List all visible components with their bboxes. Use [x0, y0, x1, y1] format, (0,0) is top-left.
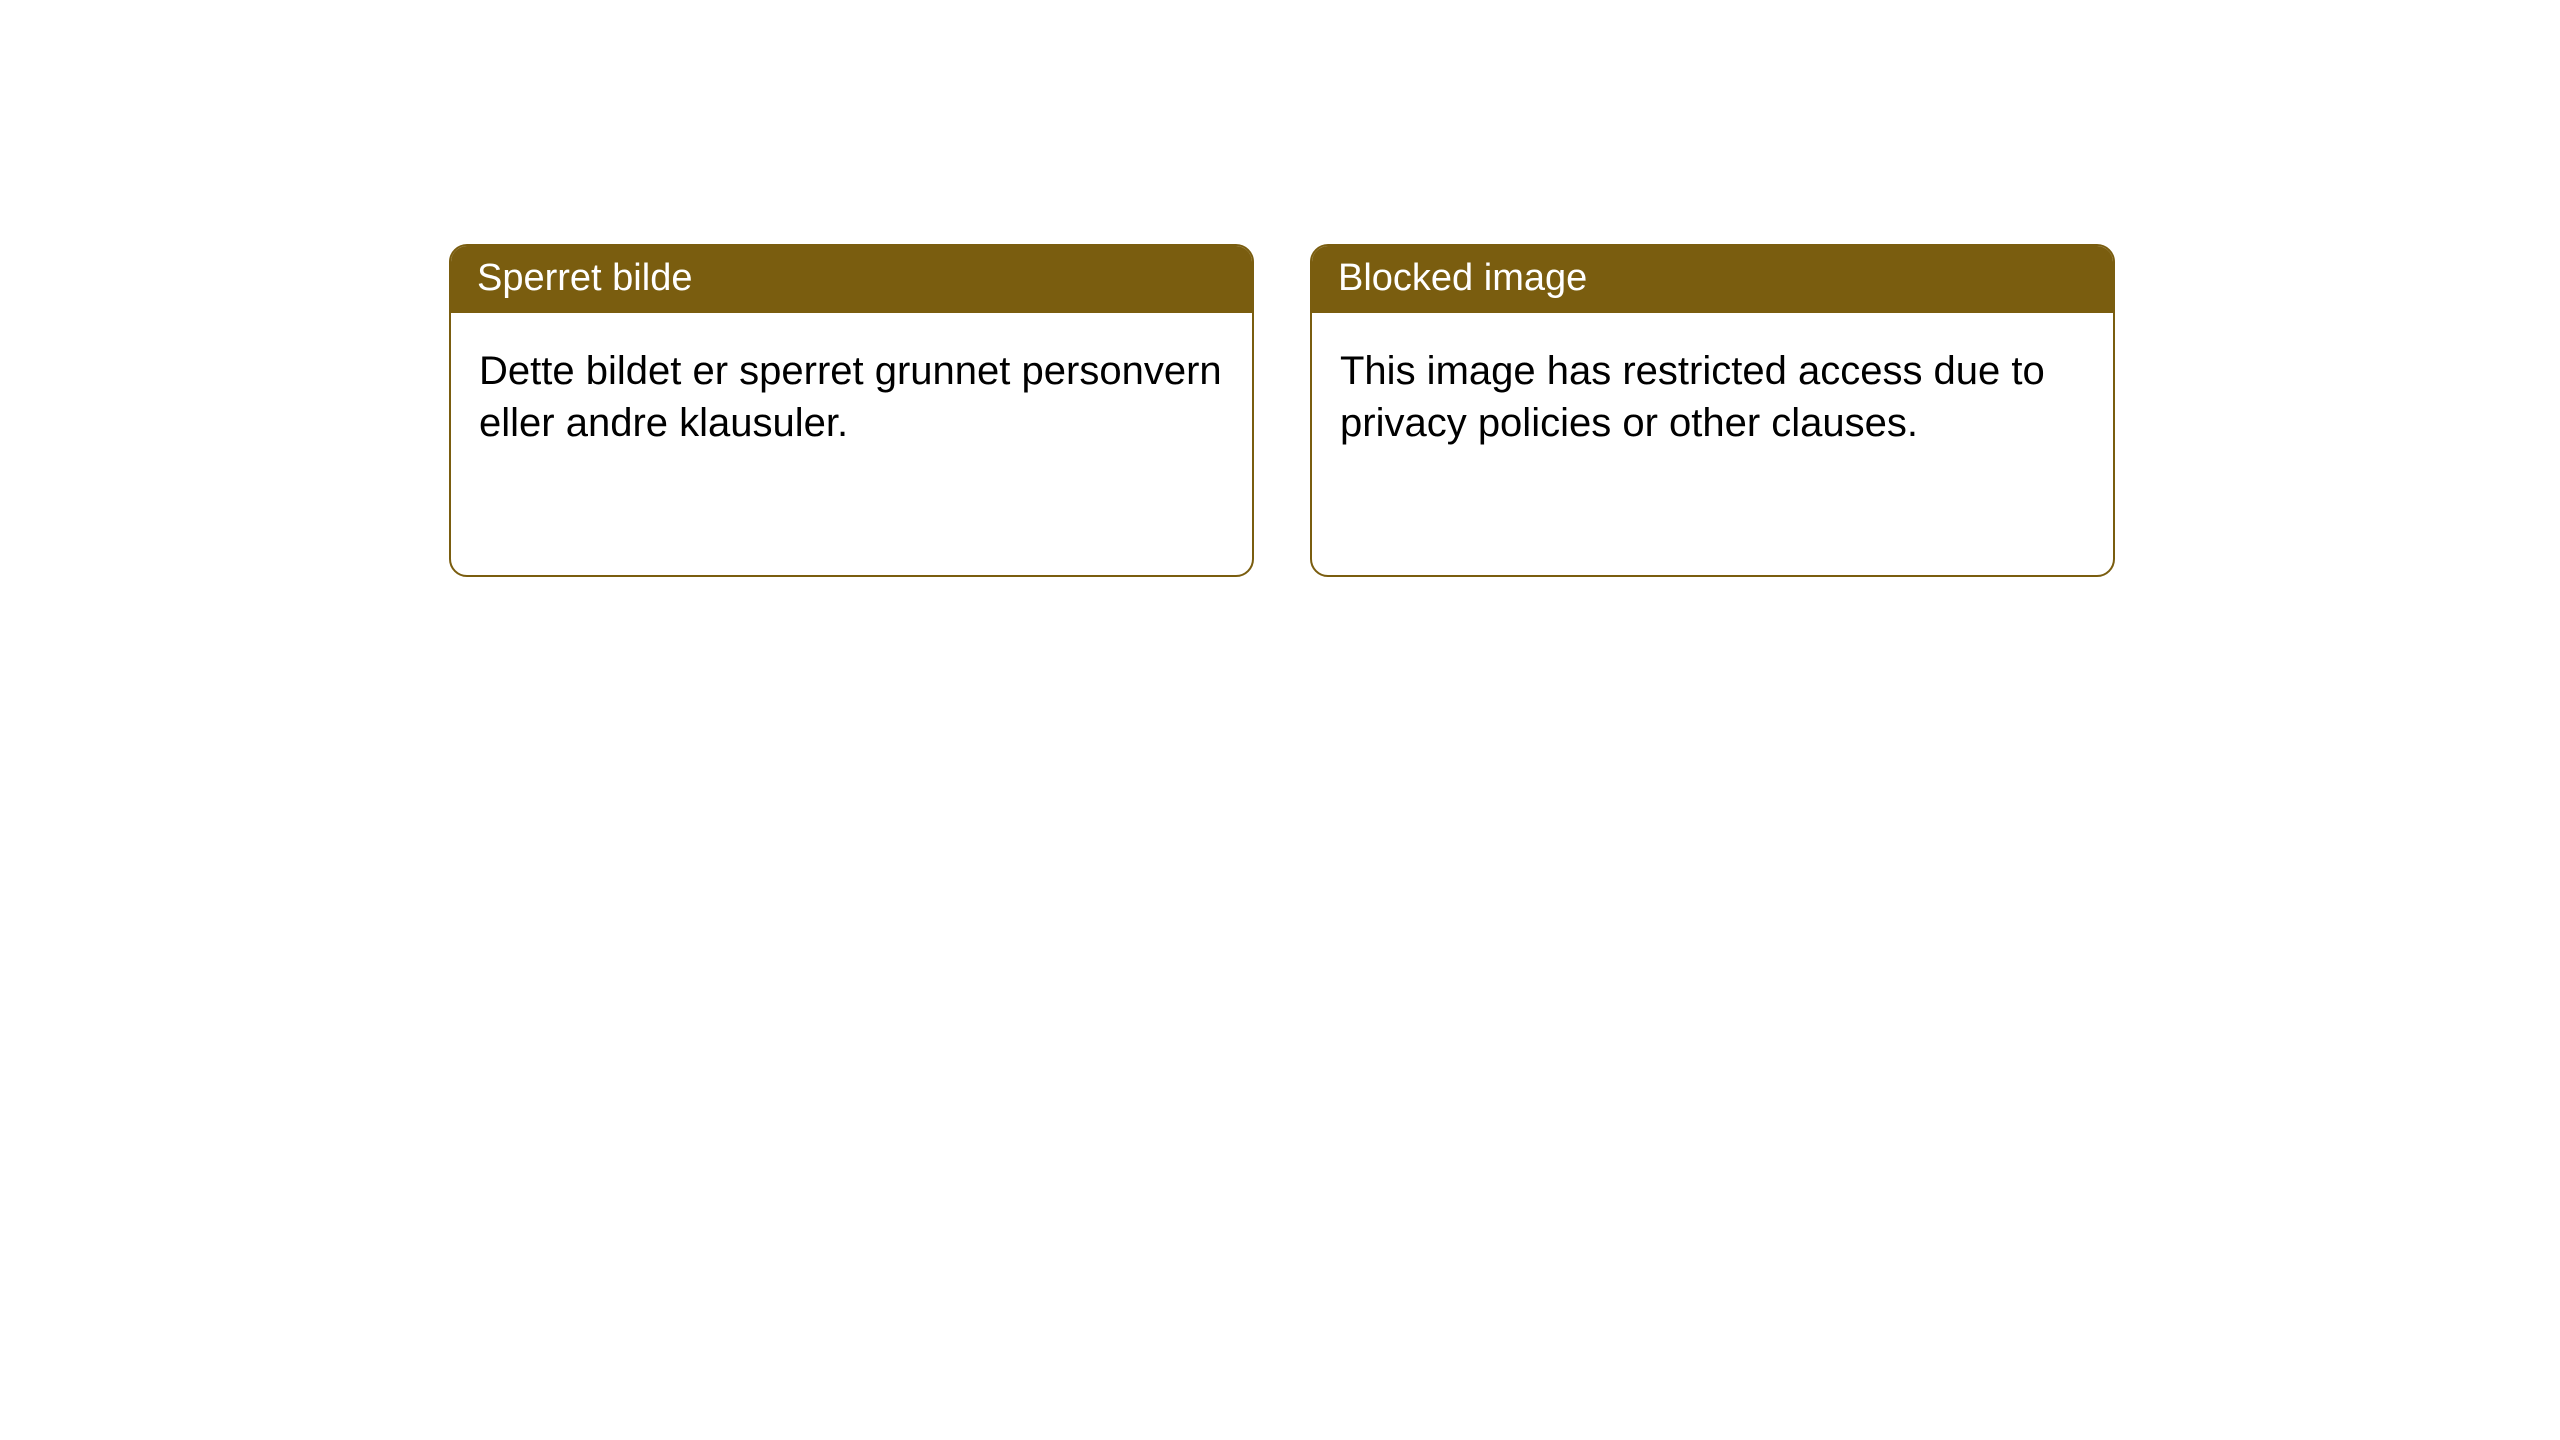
notice-card-english: Blocked image This image has restricted …: [1310, 244, 2115, 577]
notice-cards-container: Sperret bilde Dette bildet er sperret gr…: [0, 0, 2560, 577]
notice-card-norwegian: Sperret bilde Dette bildet er sperret gr…: [449, 244, 1254, 577]
notice-card-body: This image has restricted access due to …: [1312, 313, 2113, 481]
notice-card-body: Dette bildet er sperret grunnet personve…: [451, 313, 1252, 481]
notice-card-header: Sperret bilde: [451, 246, 1252, 313]
notice-card-header: Blocked image: [1312, 246, 2113, 313]
